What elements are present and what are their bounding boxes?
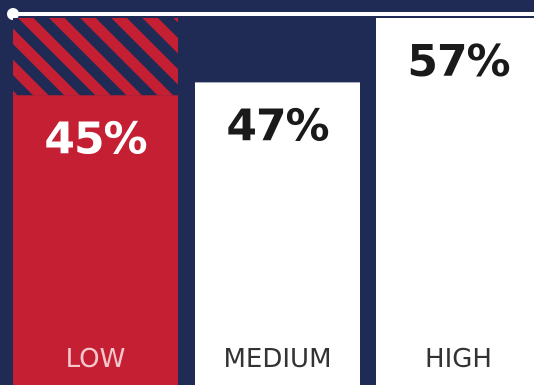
- value-label-low: 45%: [44, 113, 146, 164]
- category-label-low: LOW: [66, 344, 126, 374]
- value-label-high: 57%: [407, 36, 509, 87]
- top-slider-track: [7, 8, 534, 20]
- category-label-medium: MEDIUM: [223, 344, 331, 374]
- slider-track: [12, 12, 534, 16]
- bar-hatch-low: [13, 18, 178, 96]
- slider-handle: [7, 8, 19, 20]
- bar-low: [13, 95, 178, 385]
- bar-medium: [195, 82, 360, 385]
- category-label-high: HIGH: [425, 344, 492, 374]
- bars-group: 45% LOW 47% MEDIUM 57% HIGH: [13, 18, 534, 385]
- value-label-medium: 47%: [226, 100, 328, 151]
- bar-high: [376, 18, 534, 385]
